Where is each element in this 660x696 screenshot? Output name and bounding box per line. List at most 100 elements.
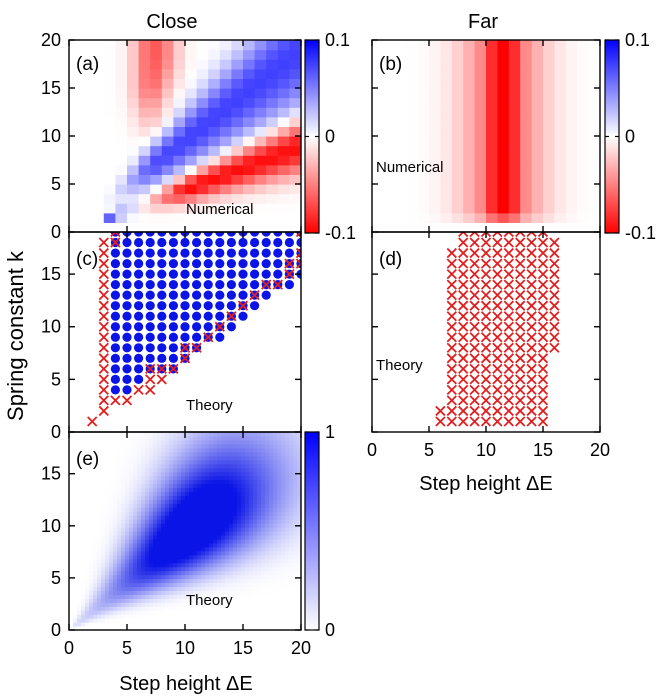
heatmap-cell xyxy=(69,570,74,576)
heatmap-cell xyxy=(269,507,274,512)
heatmap-cell xyxy=(109,586,114,591)
heatmap-cell xyxy=(293,451,298,457)
heatmap-cell xyxy=(81,432,86,437)
heatmap-cell xyxy=(93,527,98,532)
heatmap-cell xyxy=(113,432,118,437)
heatmap-cell xyxy=(169,515,174,520)
cross-marker xyxy=(458,416,469,427)
heatmap-cell xyxy=(145,471,150,477)
heatmap-cell xyxy=(429,97,441,108)
heatmap-cell xyxy=(181,562,186,568)
heatmap-cell xyxy=(229,614,234,619)
heatmap-cell xyxy=(451,164,464,175)
heatmap-cell xyxy=(125,610,130,615)
heatmap-cell xyxy=(277,459,282,465)
heatmap-cell xyxy=(93,622,98,627)
heatmap-cell xyxy=(277,487,282,492)
heatmap-cell xyxy=(209,443,214,449)
heatmap-cell xyxy=(383,97,396,108)
heatmap-cell xyxy=(440,68,453,79)
heatmap-cell xyxy=(245,487,250,492)
heatmap-cell xyxy=(221,459,226,465)
heatmap-cell xyxy=(92,222,105,232)
heatmap-cell xyxy=(293,570,298,576)
heatmap-cell xyxy=(185,598,190,603)
heatmap-cell xyxy=(221,487,226,492)
heatmap-cell xyxy=(217,534,222,540)
heatmap-cell xyxy=(245,574,250,580)
heatmap-cell xyxy=(217,594,222,599)
heatmap-cell xyxy=(77,435,82,441)
heatmap-cell xyxy=(173,590,178,595)
heatmap-cell xyxy=(69,59,82,70)
heatmap-cell xyxy=(93,467,98,473)
heatmap-cell xyxy=(85,503,90,508)
heatmap-cell xyxy=(113,598,118,603)
heatmap-cell xyxy=(189,606,194,611)
heatmap-cell xyxy=(554,49,567,60)
heatmap-cell xyxy=(189,527,194,532)
heatmap-cell xyxy=(201,622,206,627)
heatmap-cell xyxy=(149,495,154,500)
heatmap-cell xyxy=(229,598,234,603)
cross-marker xyxy=(526,332,537,343)
cross-marker xyxy=(458,268,469,280)
heatmap-cell xyxy=(253,432,258,437)
heatmap-cell xyxy=(253,582,258,588)
heatmap-cell xyxy=(69,515,74,520)
heatmap-cell xyxy=(229,578,234,584)
heatmap-cell xyxy=(113,483,118,489)
heatmap-cell xyxy=(185,582,190,588)
heatmap-cell xyxy=(277,578,282,584)
heatmap-cell xyxy=(297,483,301,489)
panel-d-tag: (d) xyxy=(379,249,402,270)
heatmap-cell xyxy=(193,451,198,457)
heatmap-cell xyxy=(217,519,222,524)
heatmap-cell xyxy=(277,602,282,607)
dot-marker xyxy=(180,322,190,332)
heatmap-cell xyxy=(127,193,140,204)
heatmap-cell xyxy=(257,439,262,445)
heatmap-cell xyxy=(161,116,174,127)
cross-marker xyxy=(537,395,549,406)
heatmap-cell xyxy=(201,515,206,520)
heatmap-cell xyxy=(89,618,94,623)
heatmap-cell xyxy=(406,145,419,156)
heatmap-cell xyxy=(133,471,138,477)
heatmap-cell xyxy=(577,155,590,166)
heatmap-cell xyxy=(181,531,186,536)
heatmap-cell xyxy=(237,527,242,532)
heatmap-cell xyxy=(125,515,130,520)
heatmap-cell xyxy=(105,602,110,607)
heatmap-cell xyxy=(209,495,214,500)
heatmap-cell xyxy=(105,531,110,536)
heatmap-cell xyxy=(185,471,190,477)
cross-marker xyxy=(469,374,480,385)
heatmap-cell xyxy=(229,590,234,595)
heatmap-cell xyxy=(121,574,126,580)
heatmap-cell xyxy=(269,582,274,588)
heatmap-cell xyxy=(474,68,487,79)
heatmap-cell xyxy=(173,439,178,445)
heatmap-cell xyxy=(141,443,146,449)
heatmap-cell xyxy=(138,49,151,60)
heatmap-cell xyxy=(69,542,74,548)
heatmap-cell xyxy=(273,447,278,453)
heatmap-cell xyxy=(145,534,150,540)
heatmap-cell xyxy=(185,503,190,508)
heatmap-cell xyxy=(185,164,198,175)
heatmap-cell xyxy=(293,507,298,512)
heatmap-cell xyxy=(105,487,110,492)
heatmap-cell xyxy=(141,618,146,623)
heatmap-cell xyxy=(173,602,178,607)
heatmap-cell xyxy=(219,136,232,147)
heatmap-cell xyxy=(213,451,218,457)
dot-marker xyxy=(284,280,294,290)
heatmap-cell xyxy=(125,598,130,603)
heatmap-cell xyxy=(77,554,82,560)
heatmap-cell xyxy=(165,479,170,485)
heatmap-cell xyxy=(137,602,142,607)
heatmap-cell xyxy=(285,435,290,441)
heatmap-cell xyxy=(253,606,258,611)
heatmap-cell xyxy=(97,562,102,568)
